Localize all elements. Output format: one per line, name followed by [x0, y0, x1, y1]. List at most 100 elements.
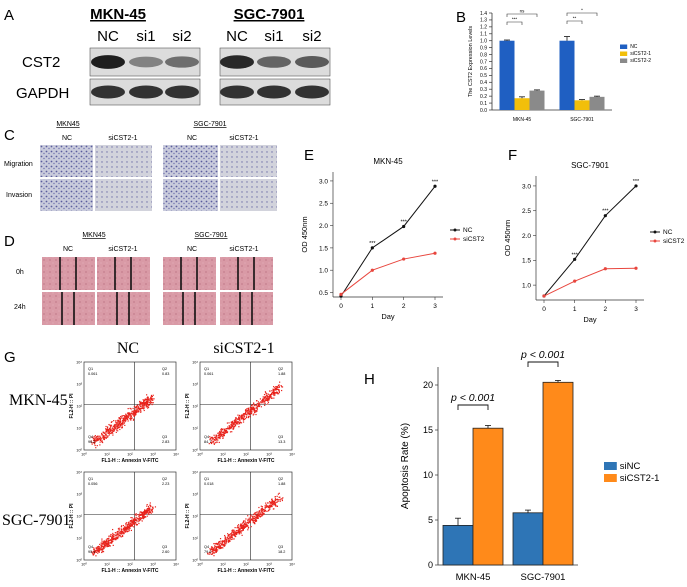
flow-event-dot — [267, 506, 269, 508]
flow-event-dot — [269, 393, 272, 396]
flow-event-dot — [131, 520, 133, 523]
flow-event-dot — [226, 536, 228, 539]
transwell-group-label-mkn45: MKN45 — [56, 121, 79, 128]
flow-event-dot — [281, 499, 284, 502]
flow-event-dot — [127, 522, 130, 524]
flow-event-dot — [132, 521, 134, 523]
flow-event-dot — [127, 407, 129, 410]
flow-event-dot — [133, 412, 135, 414]
flow-event-dot — [147, 406, 150, 408]
flow-event-dot — [97, 435, 99, 437]
flow-event-dot — [132, 412, 134, 414]
flow-event-dot — [234, 533, 236, 536]
flow-event-dot — [241, 417, 243, 419]
flow-event-dot — [115, 534, 117, 536]
flow-event-dot — [252, 517, 254, 519]
flow-event-dot — [224, 542, 226, 544]
flow-event-dot — [230, 424, 232, 426]
flow-event-dot — [138, 406, 140, 408]
legend-label: siCST2-1 — [630, 51, 651, 57]
flow-event-dot — [127, 416, 129, 419]
flow-event-dot — [119, 423, 121, 426]
flow-event-dot — [237, 529, 240, 531]
flow-event-dot — [220, 543, 222, 545]
series-line — [543, 267, 637, 297]
blot-band — [257, 56, 291, 68]
wound-image — [163, 292, 216, 325]
flow-event-dot — [237, 524, 240, 526]
significance-bracket — [527, 361, 559, 367]
flow-event-dot — [128, 530, 130, 532]
flow-event-dot — [250, 408, 252, 410]
flow-event-dot — [210, 546, 213, 548]
flow-event-dot — [220, 436, 222, 438]
wound-image — [220, 292, 273, 325]
flow-event-dot — [123, 532, 125, 534]
flow-event-dot — [268, 397, 270, 399]
flow-event-dot — [223, 543, 225, 545]
flow-event-dot — [262, 400, 264, 403]
flow-event-dot — [215, 543, 217, 545]
flow-event-dot — [274, 498, 277, 500]
flow-event-dot — [264, 400, 266, 402]
flow-event-dot — [244, 409, 247, 411]
flow-event-dot — [213, 438, 216, 441]
flow-event-dot — [125, 528, 127, 530]
flow-event-dot — [145, 403, 147, 405]
flow-event-dot — [274, 502, 276, 505]
flow-event-dot — [96, 437, 98, 439]
flow-event-dot — [242, 413, 244, 415]
flow-event-dot — [144, 511, 147, 513]
flow-event-dot — [238, 533, 240, 535]
panel-letter-d: D — [4, 233, 15, 250]
flow-event-dot — [98, 551, 100, 553]
panel-c-transwell: MKN45 SGC-7901 NC siCST2-1 NC siCST2-1 M… — [4, 121, 277, 211]
flow-event-dot — [101, 433, 103, 435]
blot-lane-label-nc: NC — [226, 28, 248, 45]
flow-event-dot — [258, 515, 260, 517]
flow-event-dot — [247, 408, 249, 410]
flow-event-dot — [256, 514, 258, 516]
flow-event-dot — [118, 531, 121, 533]
flow-event-dot — [125, 417, 127, 419]
flow-event-dot — [224, 536, 226, 538]
flow-event-dot — [109, 539, 111, 542]
transwell-image — [163, 145, 218, 177]
flow-event-dot — [143, 401, 145, 403]
flow-event-dot — [109, 427, 111, 429]
quadrant-percent: 96.2 — [88, 440, 95, 444]
x-category-label: SGC-7901 — [570, 117, 594, 123]
transwell-row-invasion: Invasion — [6, 192, 32, 199]
flow-event-dot — [225, 427, 227, 430]
y-tick-label: 0.8 — [480, 52, 487, 58]
flow-event-dot — [108, 429, 110, 431]
flow-event-dot — [220, 435, 222, 437]
panel-letters: A B C D E F G H — [4, 7, 517, 388]
flow-event-dot — [234, 421, 236, 423]
flow-event-dot — [106, 428, 108, 431]
flow-event-dot — [213, 434, 215, 436]
flow-event-dot — [272, 389, 275, 391]
flow-event-dot — [257, 404, 260, 406]
data-point — [370, 246, 374, 250]
blot-band — [91, 55, 125, 69]
transwell-image — [40, 145, 93, 177]
flow-event-dot — [255, 516, 257, 518]
flow-event-dot — [263, 393, 266, 396]
legend-label: siCST2 — [663, 238, 685, 245]
flow-event-dot — [221, 540, 224, 542]
flow-event-dot — [237, 420, 239, 423]
flow-event-dot — [140, 407, 143, 409]
legend-swatch — [620, 51, 628, 56]
y-tick-label: 0.2 — [480, 94, 487, 100]
flow-event-dot — [214, 436, 217, 439]
flow-event-dot — [136, 405, 138, 407]
flow-event-dot — [95, 551, 97, 554]
flow-event-dot — [260, 512, 262, 514]
legend-label: NC — [463, 227, 473, 234]
flow-event-dot — [133, 518, 135, 521]
flow-event-dot — [247, 529, 249, 531]
x-decade-label: 10⁴ — [289, 563, 295, 567]
legend-swatch — [604, 474, 617, 482]
flow-event-dot — [142, 402, 144, 404]
